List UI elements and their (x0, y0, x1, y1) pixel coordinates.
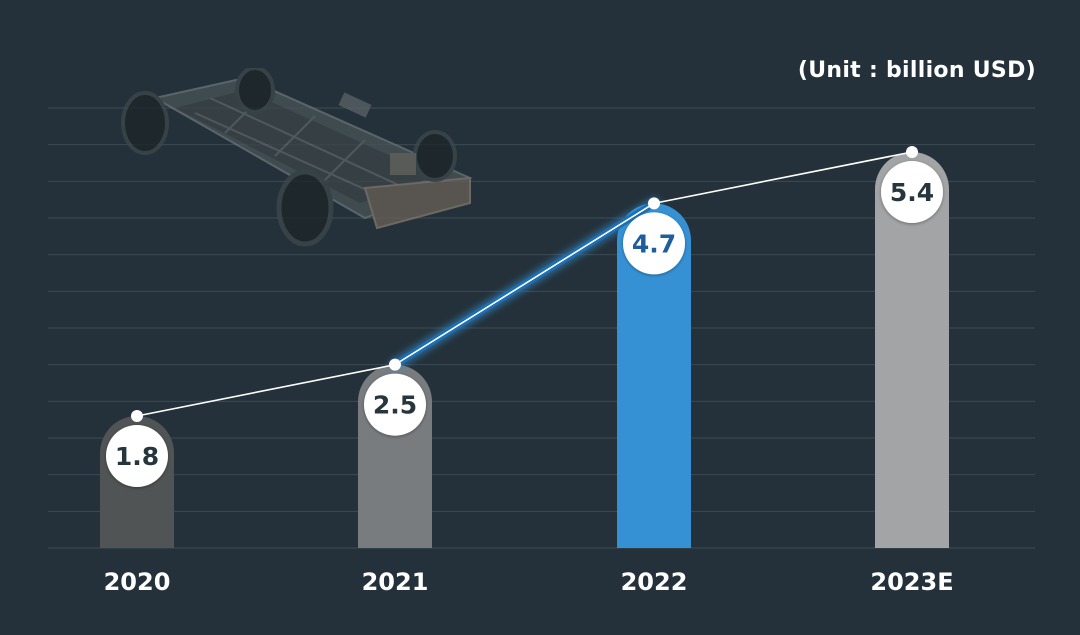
data-labels: 1.8 2.5 4.7 5.4 (106, 161, 943, 487)
x-tick-2021: 2021 (362, 568, 429, 596)
data-label-2023E: 5.4 (890, 178, 934, 207)
unit-label: (Unit : billion USD) (797, 58, 1036, 83)
bar-2023E (875, 152, 949, 548)
x-tick-2020: 2020 (104, 568, 171, 596)
data-label-2020: 1.8 (115, 442, 159, 471)
data-label-bubble (881, 161, 943, 223)
data-label-2021: 2.5 (373, 391, 417, 420)
bar-2022 (617, 203, 691, 549)
trend-point-2022 (648, 197, 660, 210)
data-label-bubble (623, 212, 685, 275)
ev-chassis-icon (121, 68, 473, 247)
grid-lines (48, 107, 1035, 549)
x-tick-2022: 2022 (621, 568, 688, 596)
x-axis-ticks: 2020 2021 2022 2023E (104, 568, 954, 596)
trend-point-2020 (131, 410, 143, 422)
trend-point-2021 (389, 358, 401, 371)
data-label-bubble (364, 373, 426, 436)
trend-point-2023E (906, 146, 918, 158)
data-label-bubble (106, 425, 168, 487)
trend-polyline (136, 151, 913, 417)
trend-line (131, 146, 918, 422)
data-label-2022: 4.7 (632, 229, 676, 258)
x-tick-2023E: 2023E (870, 568, 953, 596)
